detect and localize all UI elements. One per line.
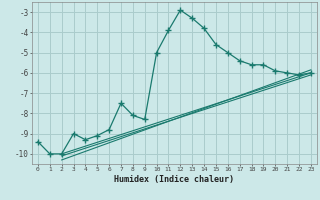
X-axis label: Humidex (Indice chaleur): Humidex (Indice chaleur) bbox=[115, 175, 234, 184]
